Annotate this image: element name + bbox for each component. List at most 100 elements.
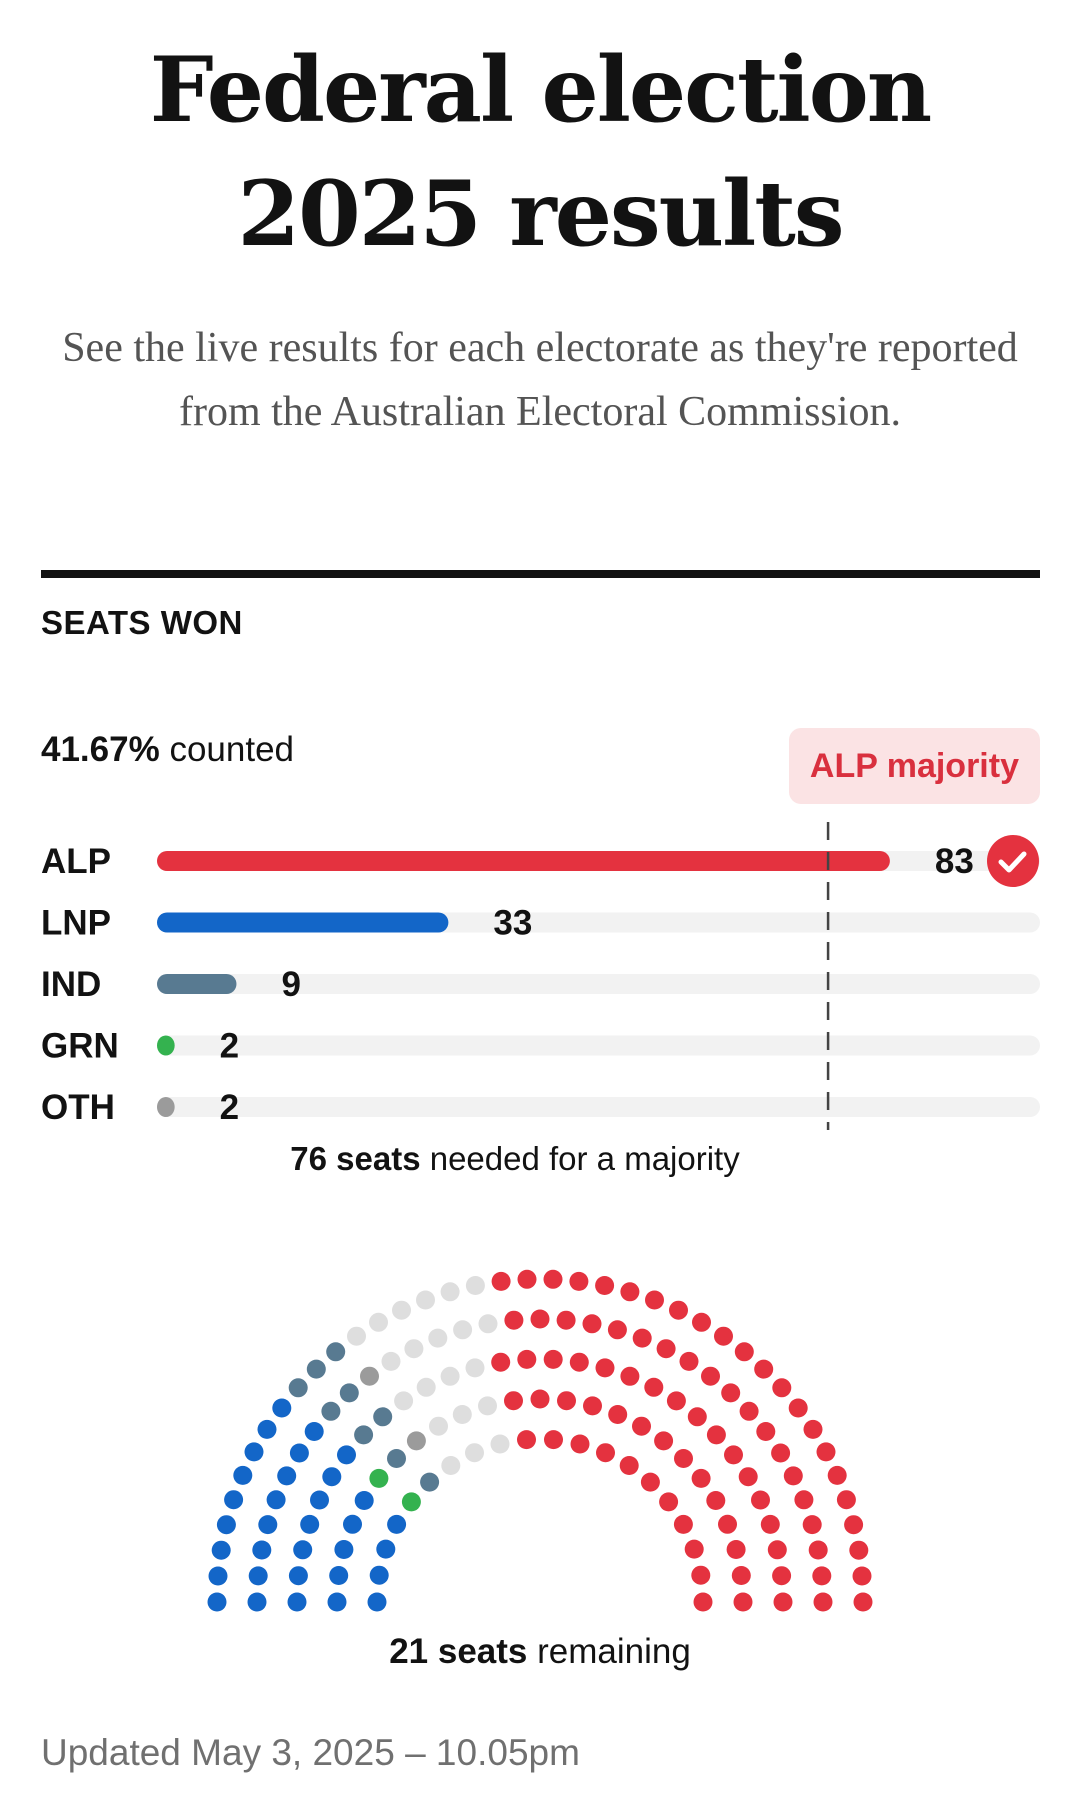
seat-dot-remaining (441, 1456, 461, 1475)
seat-dot-alp (849, 1540, 869, 1560)
seat-dot-ind (387, 1449, 406, 1468)
seat-dot-lnp (257, 1419, 277, 1439)
seat-dot-lnp (216, 1515, 236, 1535)
seat-dot-alp (620, 1366, 640, 1386)
seat-dot-alp (544, 1430, 563, 1450)
seat-dot-lnp (277, 1466, 297, 1486)
seat-dot-ind (326, 1342, 346, 1362)
seat-dot-remaining (394, 1391, 414, 1411)
seat-dot-oth (406, 1431, 426, 1451)
seat-dot-lnp (258, 1515, 278, 1535)
seat-dot-alp (684, 1539, 704, 1559)
seat-dot-alp (491, 1271, 511, 1291)
seat-dot-lnp (369, 1565, 389, 1585)
seat-dot-ind (306, 1359, 326, 1379)
seat-dot-alp (726, 1540, 746, 1559)
seat-dot-lnp (293, 1540, 313, 1560)
seat-dot-alp (783, 1466, 803, 1486)
seat-count-lnp: 33 (493, 904, 532, 943)
seat-dot-ind (321, 1401, 341, 1421)
seat-count-ind: 9 (281, 965, 300, 1004)
seat-dot-alp (666, 1391, 686, 1411)
seat-dot-alp (595, 1358, 615, 1378)
seat-dot-alp (530, 1389, 550, 1409)
seat-dot-ind (373, 1407, 393, 1427)
seat-dot-alp (803, 1419, 823, 1439)
seat-dot-alp (619, 1456, 639, 1475)
seat-dot-alp (738, 1467, 758, 1487)
majority-badge: ALP majority (788, 728, 1040, 804)
seat-count-alp: 83 (935, 842, 974, 881)
seat-dot-alp (583, 1396, 602, 1416)
seat-dot-alp (669, 1300, 688, 1320)
seat-dot-alp (517, 1269, 537, 1289)
seat-dot-alp (569, 1352, 589, 1372)
section-rule (41, 570, 1040, 578)
counted-status: 41.67% counted (41, 730, 294, 770)
seat-dot-lnp (337, 1445, 356, 1465)
party-label-alp: ALP (41, 842, 111, 881)
seat-dot-alp (808, 1540, 828, 1560)
seat-dot-lnp (322, 1467, 342, 1487)
seat-dot-lnp (304, 1422, 324, 1441)
seat-dot-alp (674, 1449, 693, 1468)
bar-track-oth (157, 1097, 1040, 1117)
seat-dot-lnp (334, 1540, 354, 1559)
seat-dot-lnp (287, 1592, 307, 1612)
seat-dot-alp (721, 1383, 741, 1403)
counted-suffix: counted (159, 730, 294, 769)
seat-dot-lnp (327, 1592, 347, 1612)
seats-bar-chart: ALP 83 LNP 33 IND 9 GRN 2 OTH 2 (41, 822, 1040, 1130)
seat-dot-remaining (416, 1377, 436, 1397)
seat-dot-remaining (465, 1443, 484, 1463)
seat-dot-lnp (248, 1566, 268, 1586)
seat-dot-remaining (416, 1290, 435, 1310)
seat-dot-remaining (404, 1339, 424, 1359)
seat-dot-remaining (369, 1312, 388, 1332)
seat-dot-alp (733, 1592, 753, 1612)
seat-dot-alp (714, 1326, 733, 1346)
seat-dot-alp (836, 1490, 856, 1510)
seat-dot-lnp (376, 1539, 396, 1559)
seat-dot-alp (731, 1566, 751, 1585)
seat-dot-alp (773, 1592, 793, 1612)
seat-dot-alp (632, 1328, 652, 1348)
seat-dot-alp (691, 1468, 711, 1488)
seat-dot-ind (288, 1378, 308, 1398)
seat-dot-lnp (208, 1566, 228, 1586)
seat-dot-lnp (207, 1592, 227, 1612)
seat-dot-lnp (329, 1566, 349, 1585)
seat-dot-lnp (387, 1514, 407, 1534)
seat-dot-remaining (490, 1434, 510, 1454)
seat-dot-alp (656, 1339, 676, 1359)
seat-dot-alp (608, 1405, 628, 1424)
majority-note-rest: needed for a majority (420, 1140, 740, 1177)
seat-dot-lnp (252, 1540, 272, 1560)
seat-dot-lnp (233, 1465, 253, 1485)
seat-dot-alp (595, 1276, 615, 1295)
seat-count-oth: 2 (220, 1088, 239, 1127)
seat-dot-alp (718, 1514, 737, 1534)
seat-dot-alp (754, 1359, 774, 1379)
seat-dot-alp (691, 1565, 711, 1585)
seat-dot-ind (354, 1425, 374, 1445)
seat-dot-alp (620, 1282, 640, 1302)
seat-dot-alp (659, 1492, 679, 1512)
party-label-ind: IND (41, 965, 101, 1004)
check-mark (998, 851, 1027, 873)
seat-dot-alp (701, 1366, 720, 1386)
seat-dot-grn (369, 1468, 389, 1488)
bar-lnp (157, 912, 449, 933)
seat-dot-alp (570, 1434, 590, 1454)
seat-dot-lnp (289, 1443, 309, 1463)
remaining-note-bold: 21 seats (389, 1632, 528, 1671)
seat-dot-remaining (452, 1405, 472, 1424)
seat-dot-alp (673, 1514, 693, 1534)
seat-dot-alp (767, 1540, 787, 1560)
seat-dot-alp (596, 1443, 615, 1463)
seat-dot-alp (582, 1314, 602, 1334)
seat-dot-alp (569, 1271, 589, 1291)
seat-dot-alp (679, 1351, 699, 1371)
seat-dot-alp (543, 1269, 563, 1289)
bar-grn (157, 1035, 175, 1056)
